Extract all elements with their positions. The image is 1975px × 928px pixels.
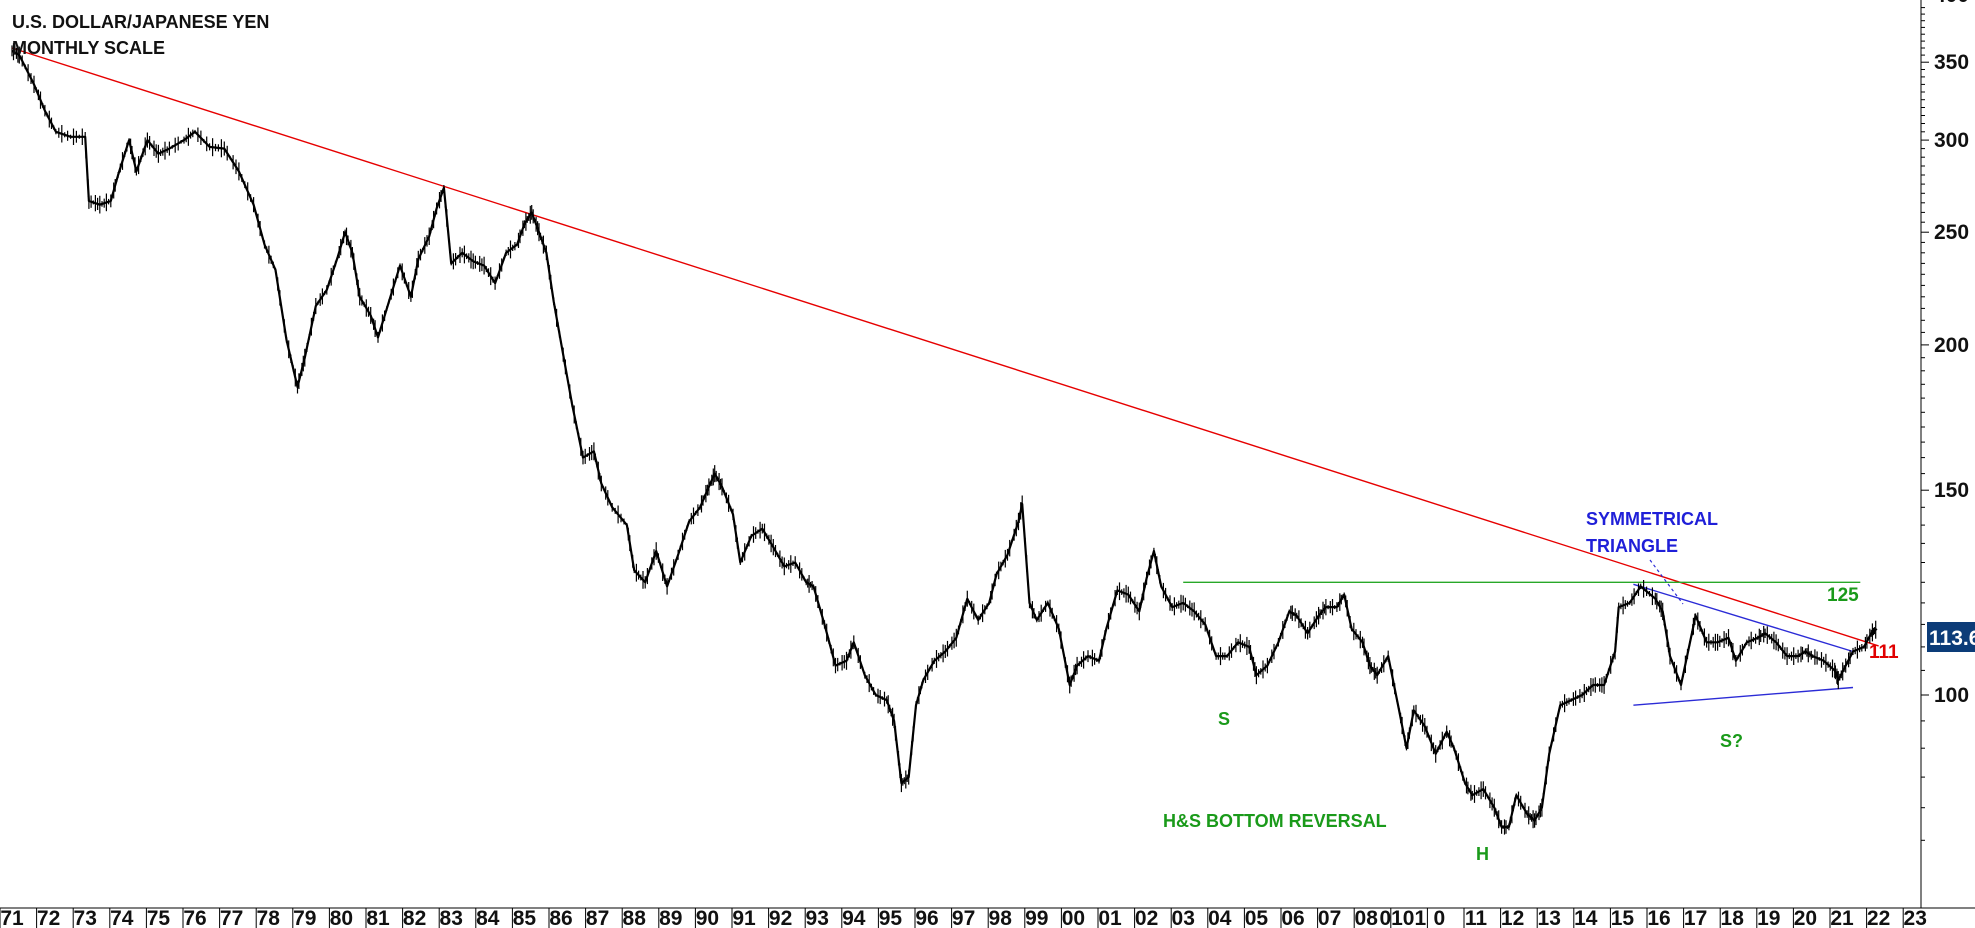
x-tick-label: 15 xyxy=(1611,907,1635,928)
triangle-upper-line xyxy=(1633,583,1854,653)
x-tick-label: 72 xyxy=(37,907,60,928)
x-tick-label: 88 xyxy=(623,907,647,928)
y-tick-label: 300 xyxy=(1934,129,1969,152)
x-tick-label: 93 xyxy=(806,907,829,928)
y-tick-label: 100 xyxy=(1934,684,1969,707)
x-tick-label: 73 xyxy=(74,907,97,928)
x-tick-label: 18 xyxy=(1721,907,1745,928)
x-tick-label: 78 xyxy=(257,907,281,928)
x-tick-label: 74 xyxy=(110,907,134,928)
x-tick-label: 91 xyxy=(732,907,756,928)
left-shoulder-label: S xyxy=(1218,709,1230,729)
y-tick-label: 350 xyxy=(1934,51,1969,74)
x-tick-label: 90 xyxy=(696,907,719,928)
x-tick-label: 89 xyxy=(659,907,682,928)
x-tick-label: 96 xyxy=(915,907,938,928)
x-tick-label: 11 xyxy=(1465,907,1488,928)
x-tick-label: 19 xyxy=(1757,907,1780,928)
last-price-badge xyxy=(1927,622,1975,652)
x-tick-label: 80 xyxy=(330,907,353,928)
level-111-label: 111 xyxy=(1869,642,1899,663)
x-tick-label: 00 xyxy=(1062,907,1085,928)
y-tick-label: 150 xyxy=(1934,479,1969,502)
x-tick-label: 81 xyxy=(366,907,390,928)
x-tick-label: 02 xyxy=(1135,907,1158,928)
x-tick-label: 97 xyxy=(952,907,975,928)
chart-title: U.S. DOLLAR/JAPANESE YEN xyxy=(12,12,269,32)
x-tick-label: 83 xyxy=(440,907,463,928)
trendlines xyxy=(11,47,1879,706)
x-tick-label: 14 xyxy=(1574,907,1598,928)
x-tick-label: 03 xyxy=(1172,907,1195,928)
right-shoulder-label: S? xyxy=(1720,731,1743,751)
x-tick-label: 05 xyxy=(1245,907,1269,928)
x-tick-label: 13 xyxy=(1538,907,1561,928)
x-tick-label: 86 xyxy=(549,907,572,928)
x-tick-label: 71 xyxy=(0,907,24,928)
x-tick-label: 76 xyxy=(183,907,206,928)
x-tick-label: 84 xyxy=(476,907,500,928)
x-tick-label: 08 xyxy=(1355,907,1379,928)
last-price-value: 113.6 xyxy=(1929,627,1975,650)
x-tick-label: 0 xyxy=(1434,907,1446,928)
x-tick-label: 79 xyxy=(293,907,316,928)
x-tick-label: 04 xyxy=(1208,907,1232,928)
y-tick-label: 200 xyxy=(1934,334,1969,357)
x-tick-label: 01 xyxy=(1098,907,1122,928)
x-tick-label: 20 xyxy=(1794,907,1817,928)
x-tick-label: 0101 xyxy=(1379,907,1426,928)
x-tick-label: 12 xyxy=(1501,907,1524,928)
chart-subtitle: MONTHLY SCALE xyxy=(12,38,165,58)
x-tick-label: 22 xyxy=(1867,907,1890,928)
x-tick-label: 06 xyxy=(1281,907,1304,928)
y-tick-label: 250 xyxy=(1934,221,1969,244)
x-tick-label: 21 xyxy=(1830,907,1854,928)
x-tick-label: 16 xyxy=(1647,907,1670,928)
triangle-label-line2: TRIANGLE xyxy=(1586,536,1678,556)
level-125-label: 125 xyxy=(1827,585,1859,606)
y-axis-ticks: 400 350 300 250 200 150 100 xyxy=(1921,0,1969,841)
triangle-lower-line xyxy=(1633,686,1854,706)
x-tick-label: 85 xyxy=(513,907,537,928)
x-tick-label: 07 xyxy=(1318,907,1341,928)
x-tick-label: 87 xyxy=(586,907,609,928)
x-tick-label: 92 xyxy=(769,907,792,928)
price-series xyxy=(11,43,1878,835)
long-term-downtrend-line xyxy=(11,47,1879,647)
y-tick-label: 400 xyxy=(1934,0,1969,7)
x-tick-label: 99 xyxy=(1025,907,1048,928)
head-label: H xyxy=(1476,844,1489,864)
x-tick-label: 75 xyxy=(147,907,171,928)
x-tick-label: 77 xyxy=(220,907,243,928)
triangle-label-line1: SYMMETRICAL xyxy=(1586,509,1718,529)
x-tick-label: 94 xyxy=(842,907,866,928)
hs-bottom-reversal-label: H&S BOTTOM REVERSAL xyxy=(1163,811,1387,831)
x-tick-label: 95 xyxy=(879,907,903,928)
x-tick-label: 82 xyxy=(403,907,426,928)
x-axis-ticks: 71 72 73 74 75 76 77 78 79 80 81 82 83 84 85 86 87 88 89 90… xyxy=(0,907,1927,928)
x-tick-label: 23 xyxy=(1904,907,1927,928)
x-tick-label: 98 xyxy=(989,907,1013,928)
x-tick-label: 17 xyxy=(1684,907,1707,928)
